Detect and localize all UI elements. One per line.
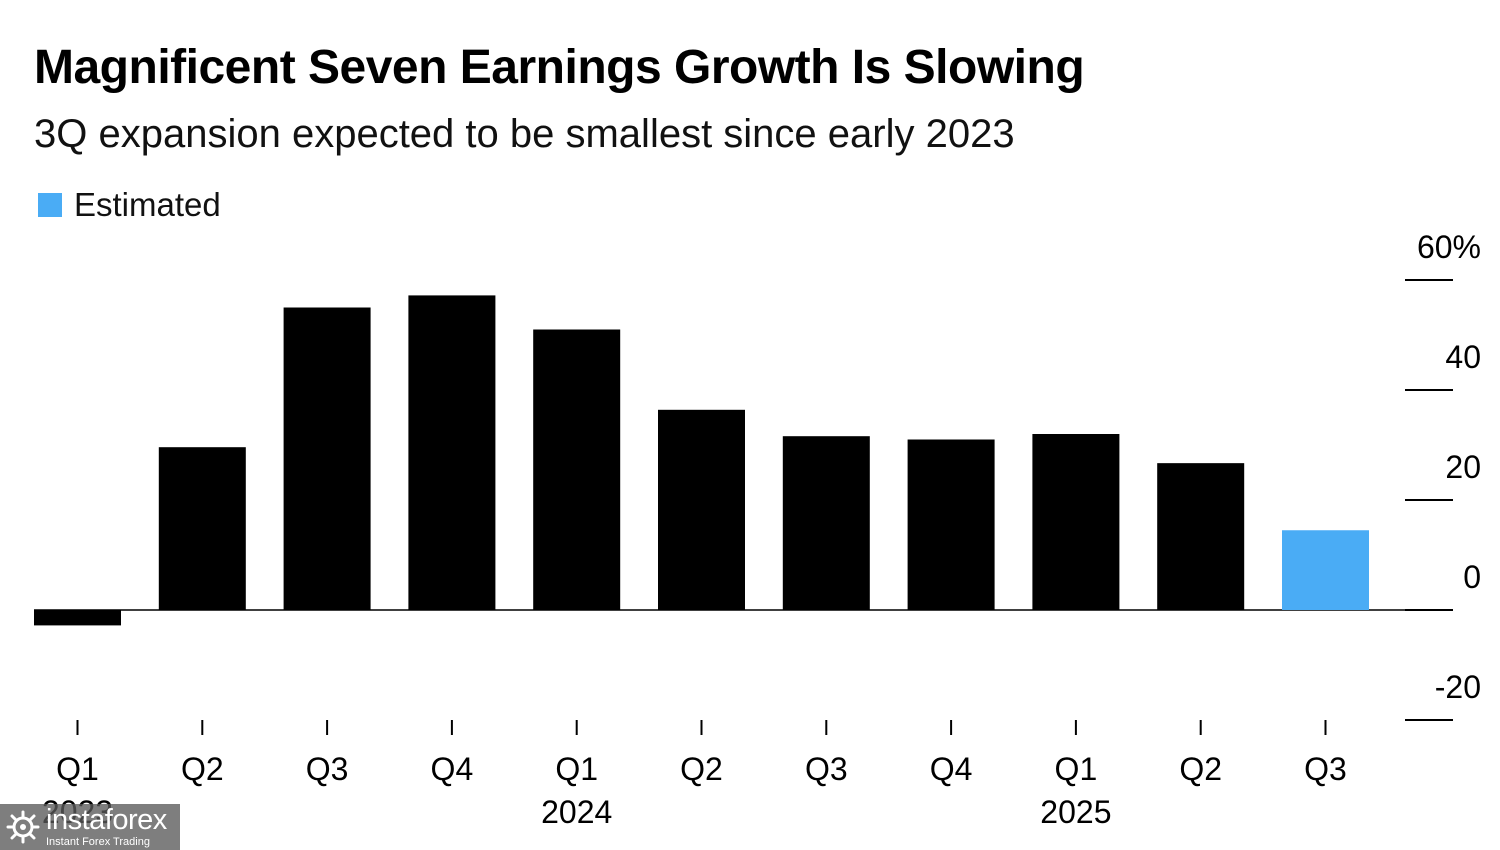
bar: [34, 610, 121, 626]
bar: [782, 436, 870, 610]
bar-estimated: [1282, 530, 1369, 610]
x-tick-label: Q3: [306, 751, 349, 787]
x-tick-label: Q2: [1179, 751, 1222, 787]
watermark-brand: instaforex: [46, 804, 167, 836]
x-tick-label: Q1: [1055, 751, 1098, 787]
x-tick-label: Q4: [431, 751, 474, 787]
bar: [658, 409, 745, 610]
instaforex-logo-icon: [6, 810, 40, 844]
bar: [283, 307, 371, 610]
x-tick-label: Q1: [56, 751, 99, 787]
watermark-tagline: Instant Forex Trading: [46, 836, 150, 848]
x-year-label: 2025: [1040, 794, 1111, 830]
bar: [907, 439, 995, 610]
watermark: instaforex Instant Forex Trading: [0, 804, 180, 850]
chart-subtitle: 3Q expansion expected to be smallest sin…: [34, 112, 1015, 156]
y-tick-label: 60%: [1417, 229, 1481, 265]
x-tick-label: Q3: [805, 751, 848, 787]
x-tick-label: Q2: [181, 751, 224, 787]
x-year-label: 2024: [541, 794, 612, 830]
legend-swatch-estimated: [38, 193, 62, 217]
bar: [158, 447, 246, 610]
chart-title: Magnificent Seven Earnings Growth Is Slo…: [34, 41, 1085, 94]
y-tick-label: 0: [1463, 559, 1481, 595]
y-tick-label: 40: [1445, 339, 1481, 375]
legend-label-estimated: Estimated: [74, 186, 221, 223]
x-tick-label: Q3: [1304, 751, 1347, 787]
y-tick-label: 20: [1445, 449, 1481, 485]
x-tick-label: Q1: [555, 751, 598, 787]
legend: Estimated: [38, 186, 221, 224]
x-tick-label: Q2: [680, 751, 723, 787]
x-tick-label: Q4: [930, 751, 973, 787]
y-tick-label: -20: [1435, 669, 1481, 705]
bar: [533, 329, 621, 610]
bar: [408, 295, 496, 610]
bar: [1032, 434, 1120, 610]
bar: [1157, 463, 1245, 610]
